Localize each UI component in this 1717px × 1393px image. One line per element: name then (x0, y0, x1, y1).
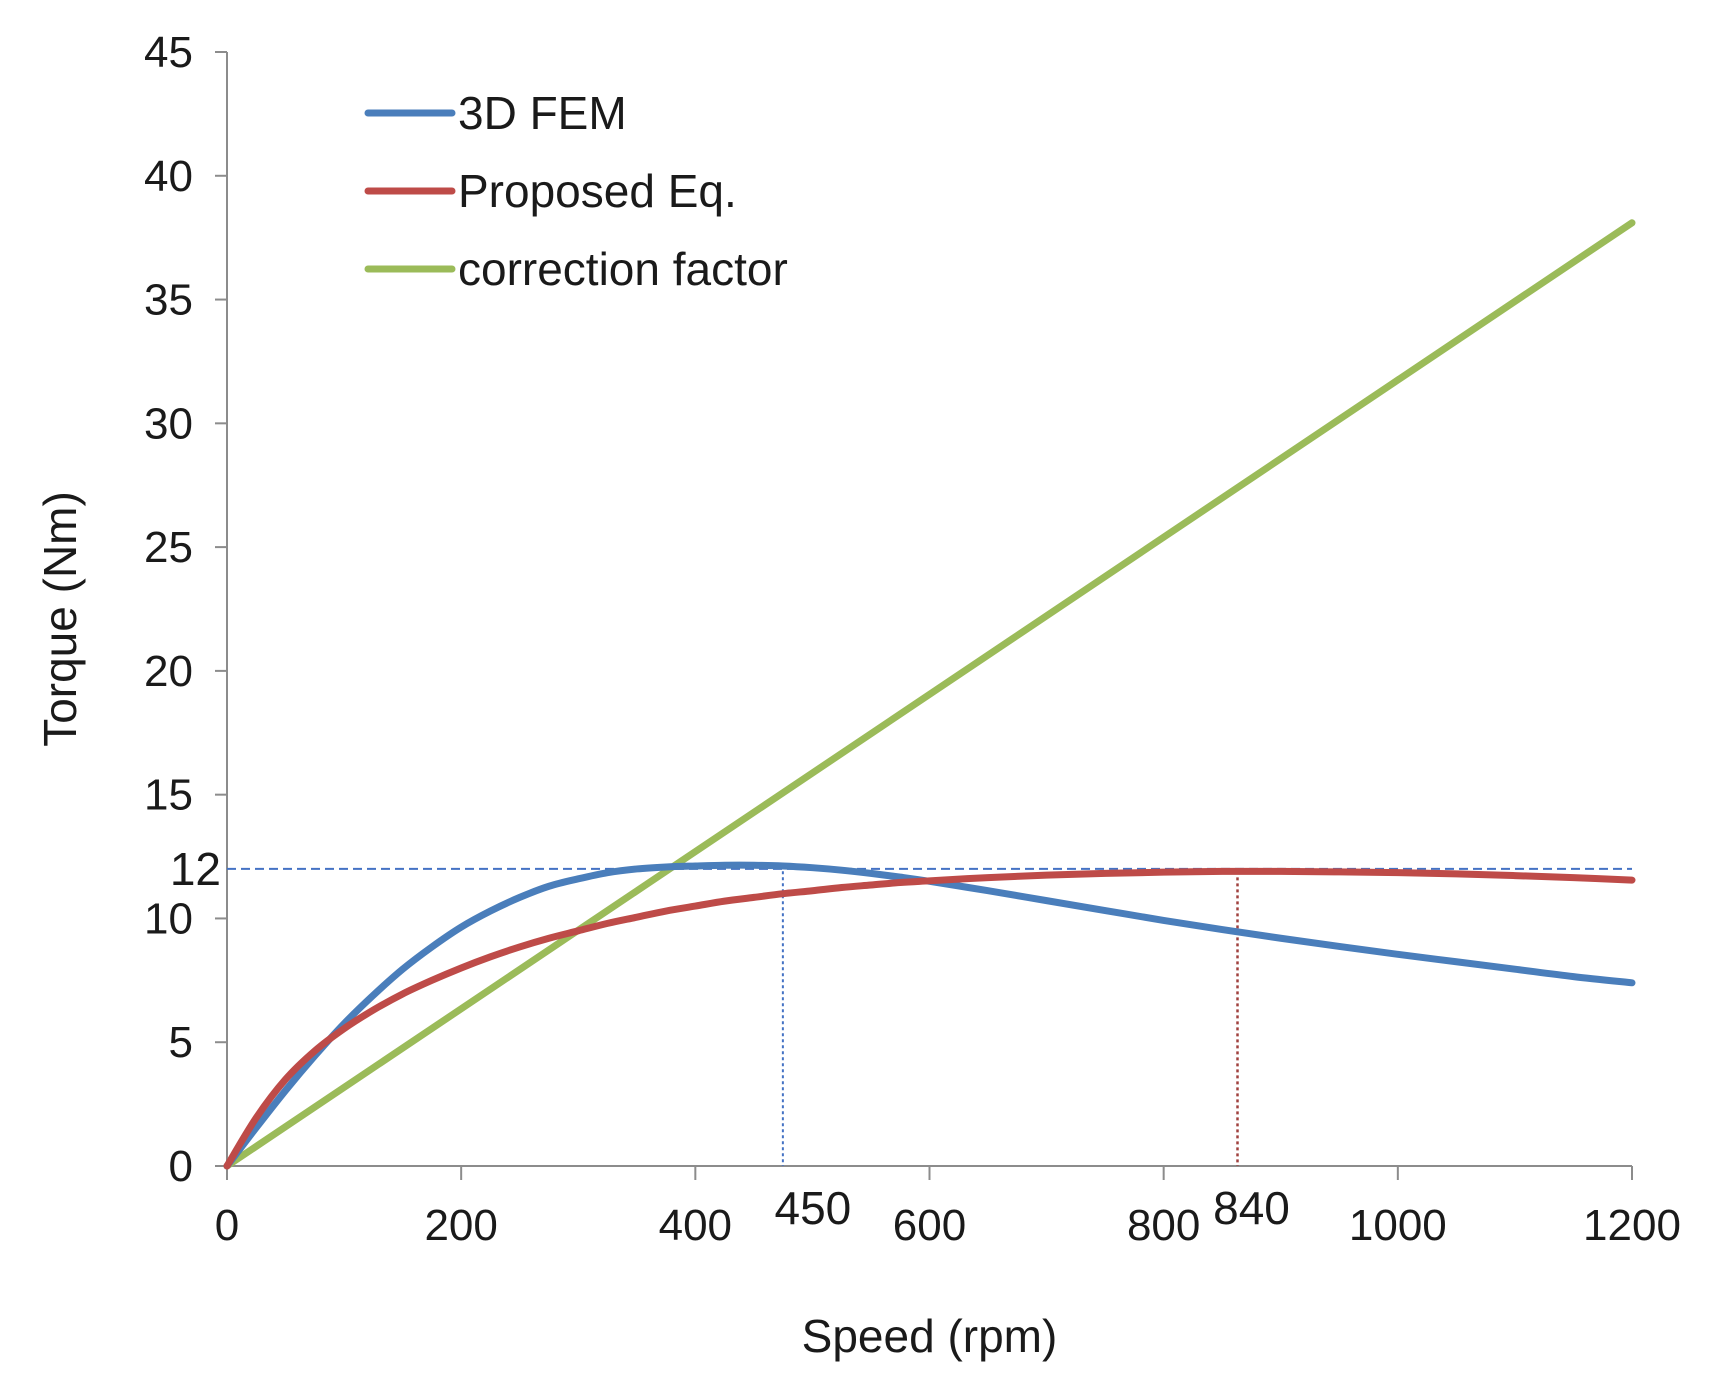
series-group (223, 219, 1636, 1170)
vline-840-label: 840 (1213, 1182, 1290, 1234)
y-tick-label: 25 (144, 523, 193, 572)
vline-450-label: 450 (775, 1182, 852, 1234)
x-tick-label: 1000 (1349, 1201, 1447, 1250)
y-tick-label: 10 (144, 894, 193, 943)
hline-12-label: 12 (170, 843, 221, 895)
y-tick-label: 40 (144, 152, 193, 201)
x-tick-label: 400 (659, 1201, 732, 1250)
y-tick-label: 30 (144, 399, 193, 448)
series-line-proposed-eq (223, 867, 1636, 1170)
series-line-3d-fem (223, 861, 1636, 1170)
legend-label: Proposed Eq. (458, 165, 737, 217)
legend-label: 3D FEM (458, 87, 627, 139)
x-tick-label: 600 (893, 1201, 966, 1250)
y-tick-label: 0 (169, 1142, 193, 1191)
legend: 3D FEM Proposed Eq. correction factor (364, 87, 788, 295)
y-axis-title: Torque (Nm) (34, 491, 86, 747)
x-tick-label: 0 (215, 1201, 239, 1250)
reference-lines: 12 450 840 (170, 843, 1632, 1234)
y-tick-label: 5 (169, 1018, 193, 1067)
y-tick-label: 35 (144, 276, 193, 325)
y-tick-label: 45 (144, 28, 193, 77)
x-axis-title: Speed (rpm) (802, 1310, 1058, 1362)
legend-label: correction factor (458, 243, 788, 295)
series-line-correction-factor (223, 219, 1636, 1170)
chart-labels: Speed (rpm) Torque (Nm) (34, 491, 1057, 1362)
x-tick-label: 200 (424, 1201, 497, 1250)
y-tick-label: 15 (144, 771, 193, 820)
y-tick-label: 20 (144, 647, 193, 696)
x-tick-label: 800 (1127, 1201, 1200, 1250)
x-tick-label: 1200 (1583, 1201, 1681, 1250)
